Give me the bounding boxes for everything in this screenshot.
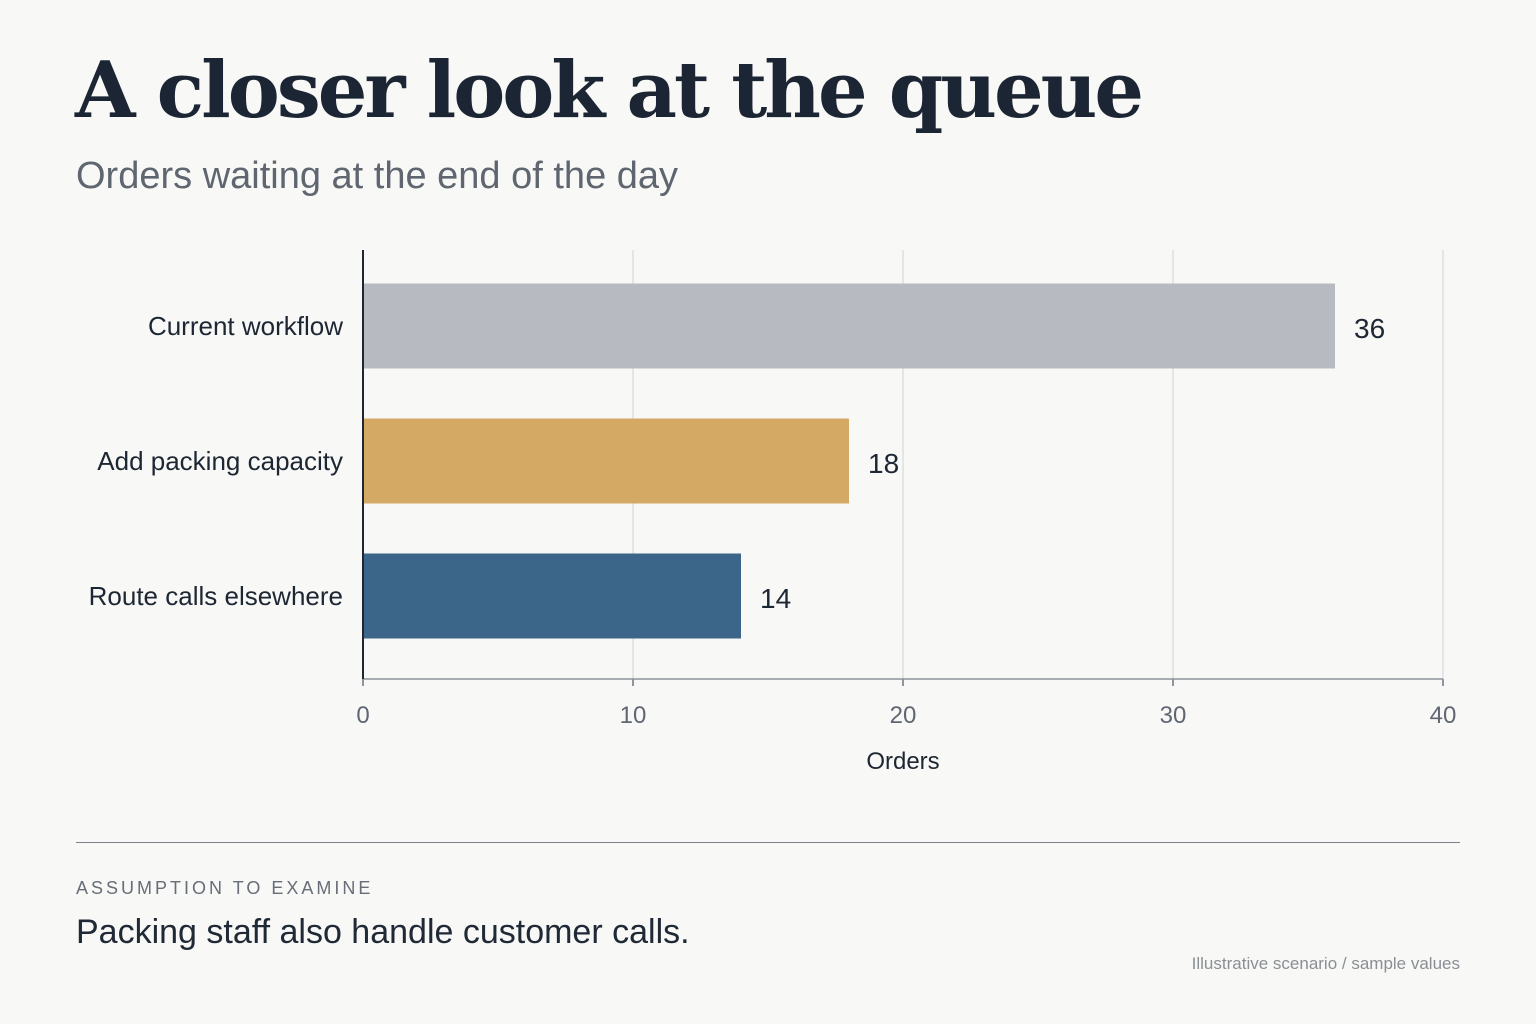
x-axis-label: Orders xyxy=(866,748,939,775)
chart-subtitle: Orders waiting at the end of the day xyxy=(76,155,679,197)
bar-route-calls-elsewhere xyxy=(363,553,741,639)
section-divider xyxy=(76,842,1460,843)
chart-title: A closer look at the queue xyxy=(75,45,1144,136)
bar-add-packing-capacity xyxy=(363,418,849,504)
x-tick-label-0: 0 xyxy=(356,702,369,729)
chart-axes xyxy=(362,250,1444,686)
x-tick-label-40: 40 xyxy=(1430,702,1457,729)
assumption-kicker: ASSUMPTION TO EXAMINE xyxy=(76,878,374,898)
chart-labels: 0 10 20 30 40 Current workflow 36 Add packing c… xyxy=(89,311,1457,775)
x-tick-label-20: 20 xyxy=(890,702,917,729)
source-note: Illustrative scenario / sample values xyxy=(1191,954,1460,973)
assumption-text: Packing staff also handle customer calls… xyxy=(76,913,690,951)
category-label-current-workflow: Current workflow xyxy=(148,311,343,341)
category-label-add-packing-capacity: Add packing capacity xyxy=(97,446,343,476)
x-tick-label-30: 30 xyxy=(1160,702,1187,729)
category-label-route-calls-elsewhere: Route calls elsewhere xyxy=(89,581,343,611)
value-label-route-calls-elsewhere: 14 xyxy=(760,583,791,614)
bar-current-workflow xyxy=(363,283,1335,369)
bar-chart: 0 10 20 30 40 Current workflow 36 Add packing c… xyxy=(89,250,1457,775)
bars xyxy=(363,283,1335,639)
value-label-add-packing-capacity: 18 xyxy=(868,448,899,479)
value-label-current-workflow: 36 xyxy=(1354,313,1385,344)
x-tick-label-10: 10 xyxy=(620,702,647,729)
